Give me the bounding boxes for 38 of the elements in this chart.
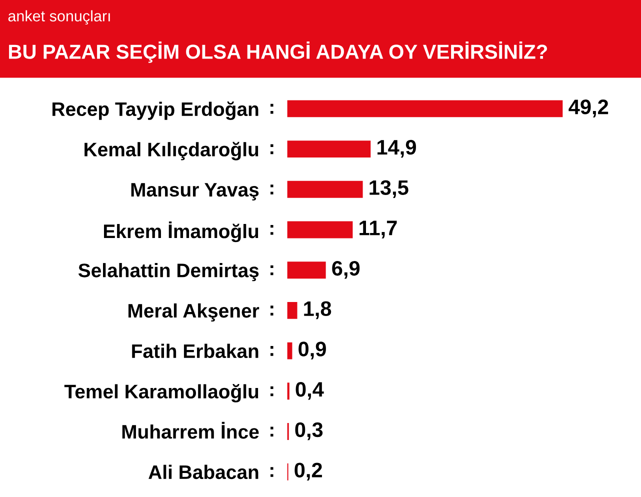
bar <box>287 302 298 319</box>
text: anket sonuçları <box>8 10 110 25</box>
data-label: 6,9 <box>332 260 360 279</box>
text: : <box>270 346 274 356</box>
y-tick-label: Kemal Kılıçdaroğlu <box>84 142 258 160</box>
y-tick-label: Meral Akşener <box>128 303 260 322</box>
y-tick-label: Mansur Yavaş <box>131 183 259 200</box>
data-label: 14,9 <box>378 140 416 158</box>
text: : <box>270 144 274 154</box>
bar <box>287 100 563 118</box>
bar <box>287 262 326 279</box>
text: : <box>270 426 274 437</box>
data-label: 0,9 <box>298 342 326 360</box>
data-label: 13,5 <box>370 180 408 198</box>
y-tick-label: Recep Tayyip Erdoğan <box>52 102 258 120</box>
text: : <box>270 306 274 316</box>
data-label: 1,8 <box>304 301 332 320</box>
y-tick-label: Fatih Erbakan <box>132 344 258 358</box>
text: : <box>270 104 274 114</box>
data-label: 0,2 <box>294 462 322 480</box>
data-label: 49,2 <box>568 100 608 118</box>
y-tick-label: Ekrem İmamoğlu <box>104 221 258 242</box>
y-tick-label: Ali Babacan <box>148 464 258 480</box>
text: : <box>270 184 274 194</box>
text: : <box>270 224 274 235</box>
text: : <box>270 386 274 396</box>
data-label: 0,3 <box>295 422 323 440</box>
y-tick-label: Selahattin Demirtaş <box>78 263 259 282</box>
text: : <box>270 265 274 276</box>
data-label: 0,4 <box>296 382 324 400</box>
bar <box>287 221 353 238</box>
y-tick-label: Temel Karamollaoğlu <box>64 384 258 402</box>
chart-title: BU PAZAR SEÇİM OLSA HANGİ ADAYA OY VERİRSİNİZ? <box>9 41 548 63</box>
text: : <box>270 467 274 477</box>
data-label: 11,7 <box>360 220 397 238</box>
bar <box>287 140 371 158</box>
y-tick-label: Muharrem İnce <box>122 422 259 439</box>
bar <box>287 180 363 198</box>
